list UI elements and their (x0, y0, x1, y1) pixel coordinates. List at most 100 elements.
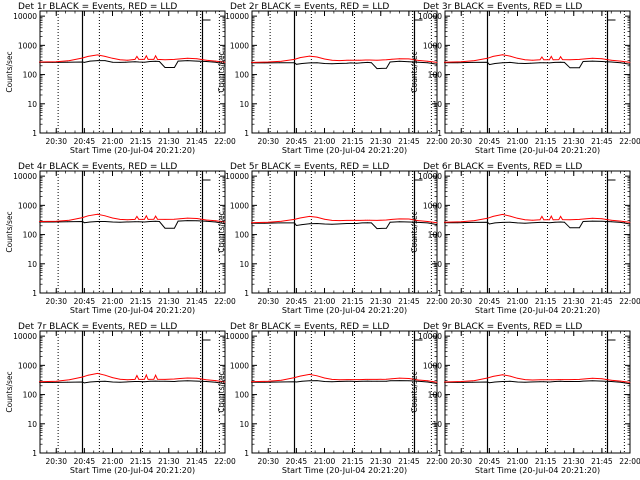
panel-title: Det 9r BLACK = Events, RED = LLD (423, 322, 582, 332)
series-lld-point (348, 59, 350, 61)
series-lld-point (350, 379, 352, 380)
series-events-point (138, 221, 140, 223)
series-events-point (187, 220, 188, 222)
series-events-point (89, 60, 91, 62)
series-lld-point (356, 220, 357, 221)
series-events-point (316, 380, 318, 381)
x-tick-label: 22:00 (619, 297, 640, 306)
series-lld-point (82, 376, 83, 378)
series-events-point (601, 220, 603, 222)
series-events-point (84, 62, 85, 63)
panel-det-4r: Det 4r BLACK = Events, RED = LLD Counts/s… (5, 162, 236, 315)
series-events-point (543, 62, 545, 64)
x-tick-label: 21:00 (507, 457, 529, 466)
y-axis-label: Counts/sec (5, 51, 14, 92)
series-events-point (67, 61, 68, 63)
series-events-point (509, 380, 511, 382)
y-tick-label: 10 (27, 420, 37, 429)
series-lld-point (487, 377, 488, 379)
series-lld-point (97, 213, 98, 215)
series-lld-point (492, 376, 494, 377)
series-lld-point (444, 221, 445, 223)
series-lld-point (339, 379, 340, 381)
series-events-point (386, 380, 387, 382)
series-lld-point (584, 58, 586, 60)
series-lld-point (251, 381, 252, 383)
y-tick-label: 1000 (230, 41, 249, 50)
x-axis-label: Start Time (20-Jul-04 20:21:20) (282, 146, 407, 155)
panel-title: Det 5r BLACK = Events, RED = LLD (230, 162, 389, 172)
series-lld-point (601, 58, 603, 60)
series-lld-point (417, 60, 419, 61)
series-lld-point (153, 378, 155, 380)
y-tick-label: 100 (235, 71, 250, 80)
series-lld-point (104, 215, 106, 217)
series-events-point (177, 380, 179, 382)
series-lld-point (82, 57, 83, 59)
panel-title: Det 7r BLACK = Events, RED = LLD (18, 322, 177, 332)
series-events-point (399, 221, 400, 223)
y-tick-label: 1000 (423, 41, 442, 50)
series-lld-point (541, 379, 543, 381)
series-events-point (361, 222, 363, 224)
series-events-point (539, 222, 541, 223)
series-lld-point (357, 59, 359, 61)
y-axis-label: Counts/sec (217, 371, 226, 412)
plot-frame (251, 330, 438, 454)
series-events-point (367, 222, 368, 224)
y-tick-label: 100 (235, 391, 250, 400)
series-events-point (89, 221, 91, 223)
x-tick-label: 21:00 (507, 137, 529, 146)
series-events-point (517, 62, 518, 64)
series-events-point (436, 224, 438, 226)
y-tick-label: 1000 (230, 361, 249, 370)
series-events-point (159, 61, 160, 62)
series-lld-point (532, 219, 533, 221)
series-events-point (316, 62, 318, 64)
x-tick-label: 21:15 (130, 137, 152, 146)
series-events-point (89, 381, 91, 383)
series-events-point (215, 61, 217, 63)
series-events-point (582, 380, 584, 382)
series-events-point (331, 381, 333, 383)
series-events-point (149, 221, 151, 222)
series-lld-point (324, 377, 325, 379)
series-events-point (149, 380, 151, 382)
x-tick-label: 20:45 (286, 297, 308, 306)
panel-det-7r: Det 7r BLACK = Events, RED = LLD Counts/s… (5, 322, 236, 475)
y-tick-label: 100 (23, 71, 38, 80)
series-events-point (350, 223, 352, 224)
series-lld-point (550, 215, 552, 217)
series-events-point (530, 381, 531, 383)
series-lld-point (224, 381, 226, 383)
series-lld-point (391, 378, 393, 380)
series-lld-point (517, 377, 518, 379)
series-lld-point (541, 216, 543, 217)
series-lld-point (436, 222, 438, 224)
series-lld-point (144, 379, 145, 380)
series-events-point (389, 61, 391, 63)
series-lld-point (299, 375, 301, 377)
series-events-point (564, 62, 565, 63)
series-lld-point (164, 379, 166, 380)
series-lld-point (552, 379, 554, 381)
series-events-point (417, 222, 419, 223)
x-tick-label: 20:45 (74, 457, 96, 466)
x-tick-label: 20:45 (286, 457, 308, 466)
series-lld-point (97, 373, 98, 374)
y-tick-label: 10 (27, 260, 37, 269)
x-tick-label: 21:00 (314, 457, 336, 466)
series-lld-point (82, 217, 83, 219)
series-lld-point (584, 378, 586, 380)
panel-title: Det 4r BLACK = Events, RED = LLD (18, 162, 177, 172)
y-tick-label: 1000 (230, 201, 249, 210)
x-tick-label: 22:00 (214, 297, 236, 306)
series-lld-point (386, 378, 387, 380)
y-tick-label: 10000 (13, 332, 37, 341)
range-marker (202, 333, 211, 341)
series-events-point (494, 63, 496, 64)
series-events-point (472, 222, 473, 223)
series-lld-point (147, 59, 149, 60)
series-events-point (337, 63, 338, 64)
series-events-point (502, 222, 503, 223)
